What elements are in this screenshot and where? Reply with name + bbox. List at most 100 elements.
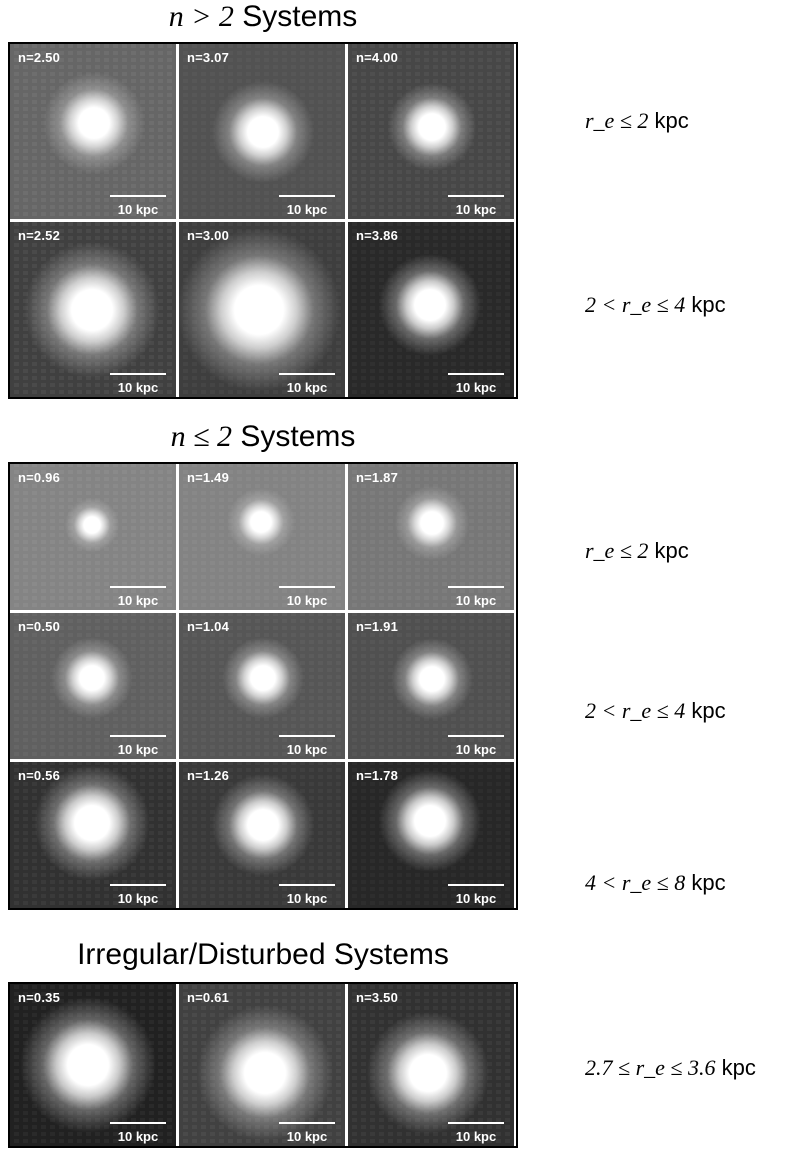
scale-bar: 10 kpc bbox=[279, 1122, 335, 1144]
section-title-irregular: Irregular/Disturbed Systems bbox=[8, 938, 518, 972]
galaxy-image-cell: n=0.61 10 kpc bbox=[179, 984, 345, 1146]
row-label-unit: kpc bbox=[691, 698, 725, 723]
scale-bar-label: 10 kpc bbox=[448, 891, 504, 906]
galaxy-blob bbox=[203, 72, 323, 192]
sersic-index-label: n=1.87 bbox=[356, 470, 398, 485]
galaxy-image-cell: n=0.56 10 kpc bbox=[10, 762, 176, 908]
galaxy-blob bbox=[221, 482, 301, 562]
scale-bar-line bbox=[110, 373, 166, 375]
galaxy-blob bbox=[388, 479, 476, 567]
section-title-text: Systems bbox=[240, 420, 355, 453]
scale-bar-label: 10 kpc bbox=[279, 742, 335, 757]
scale-bar-label: 10 kpc bbox=[110, 742, 166, 757]
scale-bar: 10 kpc bbox=[110, 195, 166, 217]
row-label: 2 < r_e ≤ 4 kpc bbox=[585, 698, 726, 724]
image-grid-n-gt-2: n=2.50 10 kpc n=3.07 10 kpc n=4.00 10 kpc n=2.… bbox=[8, 42, 518, 399]
galaxy-image-cell: n=0.50 10 kpc bbox=[10, 613, 176, 759]
galaxy-image-cell: n=4.00 10 kpc bbox=[348, 44, 514, 219]
galaxy-image-cell: n=3.00 10 kpc bbox=[179, 222, 345, 397]
scale-bar-label: 10 kpc bbox=[448, 742, 504, 757]
image-grid-irregular: n=0.35 10 kpc n=0.61 10 kpc n=3.50 10 kpc bbox=[8, 982, 518, 1148]
galaxy-image-cell: n=1.26 10 kpc bbox=[179, 762, 345, 908]
scale-bar: 10 kpc bbox=[448, 735, 504, 757]
sersic-index-label: n=2.50 bbox=[18, 50, 60, 65]
scale-bar-label: 10 kpc bbox=[110, 593, 166, 608]
scale-bar-label: 10 kpc bbox=[448, 1129, 504, 1144]
scale-bar-label: 10 kpc bbox=[279, 593, 335, 608]
galaxy-blob bbox=[34, 63, 154, 183]
scale-bar: 10 kpc bbox=[110, 586, 166, 608]
scale-bar-line bbox=[448, 884, 504, 886]
galaxy-blob bbox=[10, 985, 168, 1145]
galaxy-image-cell: n=3.07 10 kpc bbox=[179, 44, 345, 219]
row-label-unit: kpc bbox=[691, 292, 725, 317]
row-label-unit: kpc bbox=[655, 108, 689, 133]
galaxy-blob bbox=[380, 75, 484, 179]
galaxy-image-cell: n=0.96 10 kpc bbox=[10, 464, 176, 610]
galaxy-image-cell: n=1.91 10 kpc bbox=[348, 613, 514, 759]
sersic-index-label: n=0.56 bbox=[18, 768, 60, 783]
sersic-index-label: n=1.04 bbox=[187, 619, 229, 634]
sersic-index-label: n=3.07 bbox=[187, 50, 229, 65]
scale-bar-line bbox=[279, 1122, 335, 1124]
galaxy-image-cell: n=0.35 10 kpc bbox=[10, 984, 176, 1146]
scale-bar: 10 kpc bbox=[110, 373, 166, 395]
row-label-range: r_e ≤ 2 bbox=[585, 538, 648, 563]
row-label-range: 2 < r_e ≤ 4 bbox=[585, 292, 685, 317]
galaxy-image-cell: n=1.87 10 kpc bbox=[348, 464, 514, 610]
sersic-index-label: n=0.35 bbox=[18, 990, 60, 1005]
scale-bar-label: 10 kpc bbox=[279, 202, 335, 217]
scale-bar: 10 kpc bbox=[279, 735, 335, 757]
section-title-math: n > 2 bbox=[169, 0, 234, 33]
row-label-unit: kpc bbox=[722, 1055, 756, 1080]
scale-bar: 10 kpc bbox=[448, 884, 504, 906]
section-title-text: Irregular/Disturbed Systems bbox=[77, 938, 449, 971]
sersic-index-label: n=1.26 bbox=[187, 768, 229, 783]
scale-bar-line bbox=[279, 586, 335, 588]
scale-bar-line bbox=[279, 735, 335, 737]
row-label-unit: kpc bbox=[655, 538, 689, 563]
scale-bar-label: 10 kpc bbox=[279, 1129, 335, 1144]
sersic-index-label: n=3.50 bbox=[356, 990, 398, 1005]
scale-bar-label: 10 kpc bbox=[448, 380, 504, 395]
sersic-index-label: n=1.78 bbox=[356, 768, 398, 783]
galaxy-image-cell: n=3.50 10 kpc bbox=[348, 984, 514, 1146]
section-title-math: n ≤ 2 bbox=[171, 420, 232, 453]
scale-bar-line bbox=[110, 586, 166, 588]
scale-bar-line bbox=[448, 735, 504, 737]
scale-bar-line bbox=[279, 195, 335, 197]
scale-bar-line bbox=[110, 735, 166, 737]
sersic-index-label: n=0.96 bbox=[18, 470, 60, 485]
sersic-index-label: n=4.00 bbox=[356, 50, 398, 65]
galaxy-image-cell: n=1.49 10 kpc bbox=[179, 464, 345, 610]
galaxy-blob bbox=[12, 230, 172, 390]
sersic-index-label: n=0.61 bbox=[187, 990, 229, 1005]
section-title-text: Systems bbox=[242, 0, 357, 33]
row-label-range: 2.7 ≤ r_e ≤ 3.6 bbox=[585, 1055, 715, 1080]
scale-bar-line bbox=[448, 195, 504, 197]
scale-bar-label: 10 kpc bbox=[279, 380, 335, 395]
galaxy-image-cell: n=1.78 10 kpc bbox=[348, 762, 514, 908]
row-label-unit: kpc bbox=[691, 870, 725, 895]
galaxy-blob bbox=[44, 630, 140, 726]
section-title-n-gt-2: n > 2 Systems bbox=[8, 0, 518, 34]
scale-bar: 10 kpc bbox=[448, 195, 504, 217]
scale-bar-label: 10 kpc bbox=[448, 593, 504, 608]
row-label: 2.7 ≤ r_e ≤ 3.6 kpc bbox=[585, 1055, 756, 1081]
sersic-index-label: n=3.86 bbox=[356, 228, 398, 243]
scale-bar-label: 10 kpc bbox=[110, 891, 166, 906]
scale-bar-label: 10 kpc bbox=[110, 202, 166, 217]
row-label: 4 < r_e ≤ 8 kpc bbox=[585, 870, 726, 896]
scale-bar: 10 kpc bbox=[448, 1122, 504, 1144]
scale-bar-line bbox=[110, 884, 166, 886]
galaxy-image-cell: n=2.50 10 kpc bbox=[10, 44, 176, 219]
scale-bar: 10 kpc bbox=[279, 195, 335, 217]
galaxy-blob bbox=[215, 630, 311, 726]
scale-bar: 10 kpc bbox=[279, 373, 335, 395]
galaxy-image-cell: n=1.04 10 kpc bbox=[179, 613, 345, 759]
scale-bar-line bbox=[448, 373, 504, 375]
galaxy-blob bbox=[370, 245, 490, 365]
image-grid-n-le-2: n=0.96 10 kpc n=1.49 10 kpc n=1.87 10 kpc n=0.… bbox=[8, 462, 518, 910]
sersic-index-label: n=1.49 bbox=[187, 470, 229, 485]
scale-bar-label: 10 kpc bbox=[110, 1129, 166, 1144]
